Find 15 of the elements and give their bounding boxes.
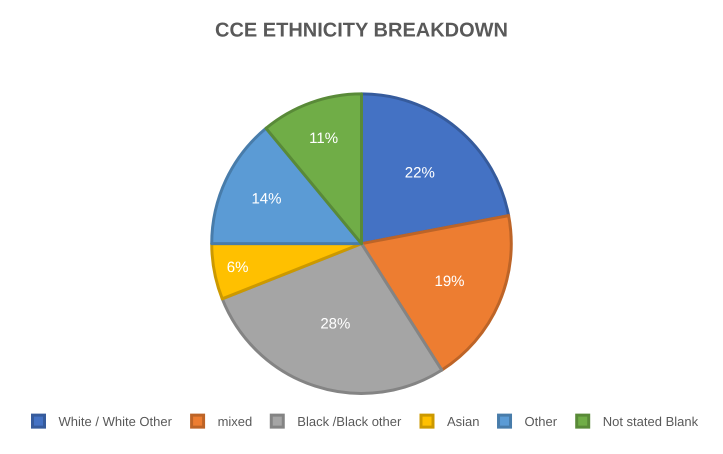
data-label: 28% bbox=[320, 316, 350, 333]
legend-label: Not stated Blank bbox=[602, 414, 699, 430]
chart-title: CCE ETHNICITY BREAKDOWN bbox=[215, 20, 508, 42]
legend-label: mixed bbox=[218, 414, 252, 430]
data-label: 6% bbox=[226, 258, 248, 276]
data-label: 14% bbox=[251, 190, 282, 208]
legend-label: Asian bbox=[446, 414, 480, 430]
data-label: 11% bbox=[309, 130, 338, 147]
legend-label: Black /Black other bbox=[297, 414, 402, 430]
pie-slice bbox=[360, 214, 513, 372]
data-label: 19% bbox=[434, 273, 465, 290]
data-label: 22% bbox=[404, 164, 435, 182]
legend-label: White / White Other bbox=[58, 414, 173, 430]
pie-slice bbox=[210, 126, 363, 246]
legend-label: Other bbox=[524, 414, 558, 430]
